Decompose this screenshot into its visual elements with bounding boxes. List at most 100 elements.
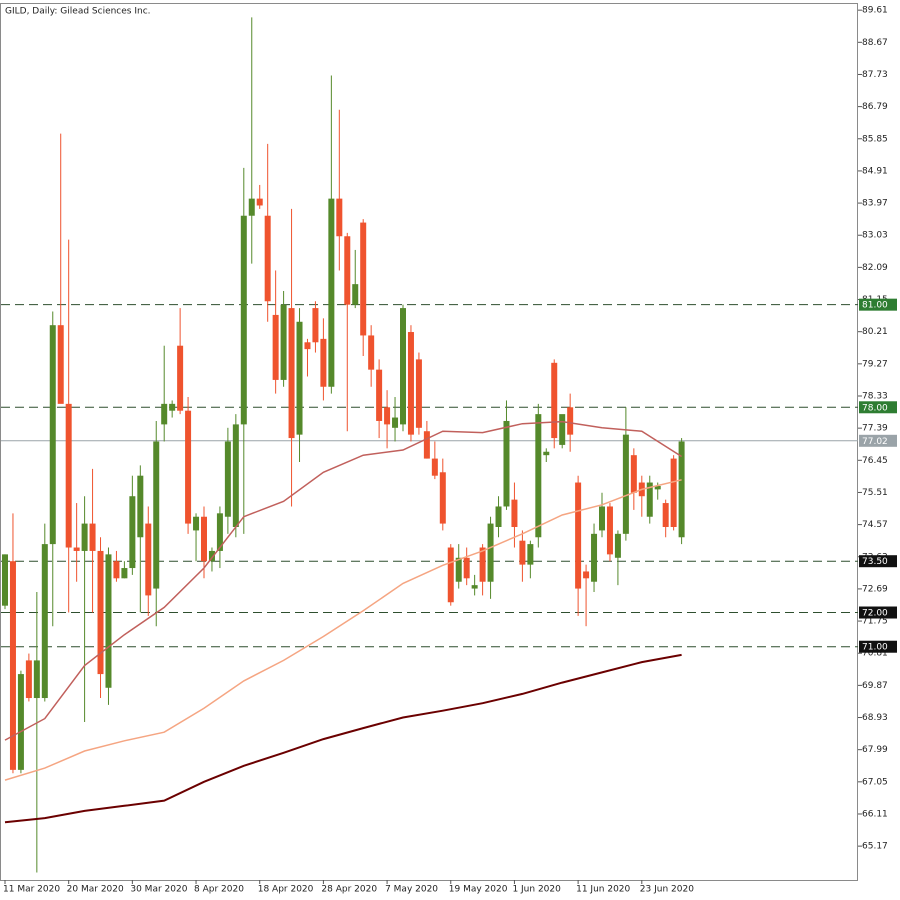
candle-body <box>193 516 200 531</box>
candle-body <box>551 362 558 439</box>
candle-body <box>535 414 542 538</box>
candle-body <box>678 441 685 538</box>
candle-body <box>559 414 566 445</box>
y-tick-label: 67.05 <box>862 777 888 787</box>
candle-body <box>9 561 16 770</box>
candle-body <box>415 359 422 428</box>
candle-body <box>407 332 414 435</box>
candle-body <box>288 308 295 439</box>
candle-body <box>33 660 40 699</box>
candle-body <box>384 407 391 425</box>
candle-body <box>495 506 502 528</box>
candle-body <box>177 345 184 411</box>
candle-body <box>41 544 48 699</box>
y-tick-label: 86.79 <box>862 102 888 112</box>
y-tick-label: 83.97 <box>862 199 888 209</box>
y-tick-label: 79.27 <box>862 359 888 369</box>
y-tick-label: 70.81 <box>862 649 888 659</box>
candle-body <box>121 568 128 579</box>
level-label-box <box>859 640 897 653</box>
candle-body <box>280 304 287 380</box>
candle-body <box>73 547 80 551</box>
level-label: 81.00 <box>862 301 888 311</box>
candle-body <box>113 561 120 579</box>
candle-body <box>606 506 613 555</box>
candle-body <box>463 557 470 579</box>
candle-body <box>81 523 88 551</box>
candle-body <box>439 472 446 524</box>
candle-body <box>105 554 112 688</box>
x-tick-label: 11 Mar 2020 <box>3 885 60 895</box>
y-tick-label: 67.99 <box>862 745 888 755</box>
candle-body <box>320 338 327 387</box>
y-tick-label: 87.73 <box>862 70 888 80</box>
candle-body <box>97 550 104 675</box>
candle-body <box>471 585 478 589</box>
x-tick-label: 28 Apr 2020 <box>321 885 377 895</box>
level-label-box <box>859 555 897 568</box>
last-price-box <box>859 434 897 447</box>
candle-body <box>622 434 629 534</box>
candle-body <box>232 424 239 528</box>
x-tick-label: 8 Apr 2020 <box>194 885 244 895</box>
moving-average <box>4 653 682 824</box>
candle-body <box>487 523 494 582</box>
candle-body <box>240 215 247 425</box>
candle-body <box>519 540 526 565</box>
candle-body <box>352 284 359 305</box>
y-tick-label: 82.09 <box>862 263 888 273</box>
candle-body <box>169 403 176 411</box>
candle-body <box>216 513 223 551</box>
candle-body <box>614 533 621 558</box>
candle-body <box>224 441 231 517</box>
y-tick-label: 76.45 <box>862 456 888 466</box>
candle-body <box>392 417 399 428</box>
y-tick-label: 78.33 <box>862 391 888 401</box>
y-tick-label: 77.39 <box>862 424 888 434</box>
candle-body <box>65 403 72 548</box>
candle-body <box>646 482 653 517</box>
candle-body <box>328 198 335 387</box>
x-tick-label: 1 Jun 2020 <box>512 885 561 895</box>
candle-body <box>527 544 534 565</box>
candle-body <box>89 523 96 551</box>
candle-body <box>368 335 375 370</box>
candle-body <box>272 314 279 380</box>
candle-body <box>455 557 462 582</box>
y-tick-label: 80.21 <box>862 327 888 337</box>
y-tick-label: 74.57 <box>862 520 888 530</box>
y-tick-label: 68.93 <box>862 713 888 723</box>
candle-body <box>145 523 152 596</box>
candle-body <box>49 325 56 545</box>
candle-body <box>360 222 367 336</box>
x-tick-label: 30 Mar 2020 <box>130 885 187 895</box>
moving-average <box>4 479 682 781</box>
candle-body <box>264 215 271 302</box>
last-price-label: 77.02 <box>862 437 888 447</box>
candle-body <box>479 547 486 582</box>
y-tick-label: 72.69 <box>862 584 888 594</box>
candle-body <box>583 571 590 579</box>
candle-body <box>654 485 661 490</box>
candle-body <box>662 503 669 528</box>
candle-body <box>129 496 136 569</box>
level-label-box <box>859 606 897 619</box>
candle-body <box>201 516 207 562</box>
candle-body <box>511 499 518 528</box>
y-tick-label: 66.11 <box>862 809 888 819</box>
x-tick-label: 11 Jun 2020 <box>576 885 630 895</box>
moving-average <box>4 420 683 741</box>
y-tick-label: 83.03 <box>862 231 888 241</box>
candle-body <box>296 321 303 435</box>
candle-body <box>344 236 351 305</box>
x-tick-label: 18 Apr 2020 <box>258 885 314 895</box>
chart-title: GILD, Daily: Gilead Sciences Inc. <box>5 7 151 17</box>
candle-body <box>575 482 582 589</box>
x-tick-label: 7 May 2020 <box>385 885 438 895</box>
level-label-box <box>859 401 897 414</box>
level-label: 78.00 <box>862 403 888 413</box>
candle-body <box>312 308 319 343</box>
candle-body <box>376 369 383 421</box>
candle-body <box>670 458 677 528</box>
